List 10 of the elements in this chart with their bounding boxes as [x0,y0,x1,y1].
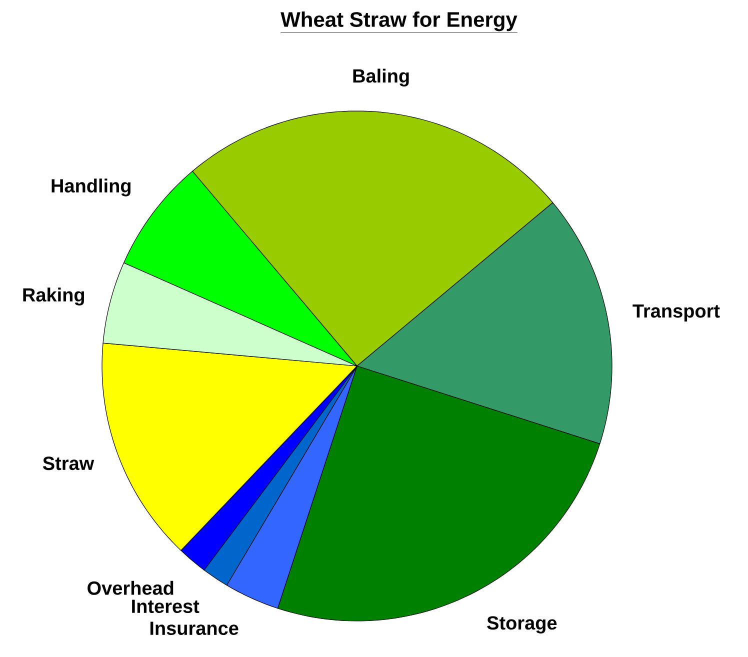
slice-label: Overhead [88,580,174,595]
slice-label: Raking [23,288,84,306]
slice-label: Straw [42,456,94,470]
slice-label: Insurance [150,622,238,636]
slice-label: Handling [52,178,131,196]
slice-label: Baling [353,68,409,87]
slice-label: Interest [132,600,200,614]
slice-label: Transport [632,304,720,322]
slice-label: Storage [487,616,557,634]
chart-title: Wheat Straw for Energy [280,12,518,32]
